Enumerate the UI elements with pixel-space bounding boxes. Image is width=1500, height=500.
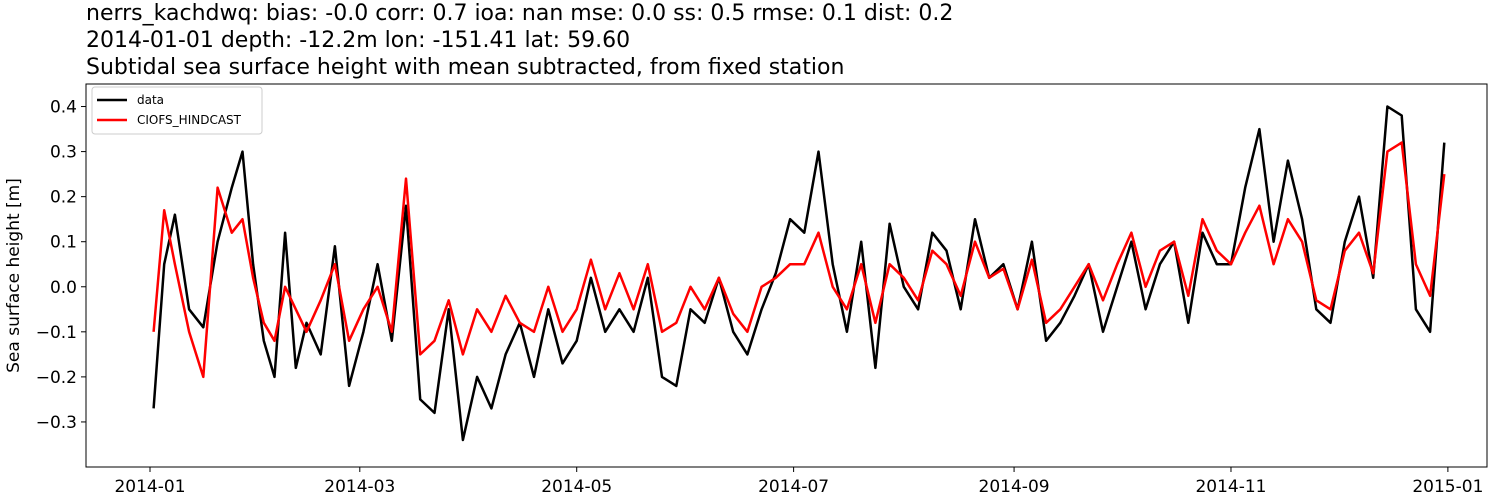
legend: data CIOFS_HINDCAST (91, 86, 263, 135)
x-tick-label: 2015-01 (1412, 477, 1483, 497)
series-line-ciofs-hindcast (152, 141, 1446, 379)
axes-layer: 2014-01 2014-03 2014-05 2014-07 2014-09 2014-… (4, 83, 1488, 497)
stats-title-line: nerrs_kachdwq: bias: -0.0 corr: 0.7 ioa:… (86, 1, 954, 26)
x-tick-label: 2014-07 (758, 477, 829, 497)
y-tick-label: 0.4 (50, 98, 77, 118)
y-tick-label: −0.2 (36, 368, 77, 388)
y-tick-label: 0.1 (50, 233, 77, 253)
y-tick-label: −0.1 (36, 323, 77, 343)
legend-box (91, 86, 263, 135)
plot-frame (85, 83, 1488, 468)
station-info-line: 2014-01-01 depth: -12.2m lon: -151.41 la… (86, 28, 631, 53)
y-tick-label: 0.2 (50, 188, 77, 208)
series-layer (152, 105, 1446, 442)
legend-label: CIOFS_HINDCAST (137, 113, 242, 127)
x-tick-label: 2014-03 (324, 477, 395, 497)
series-line-data (152, 105, 1446, 442)
y-tick-label: 0.0 (50, 278, 77, 298)
x-tick-label: 2014-05 (541, 477, 612, 497)
chart-title-block: nerrs_kachdwq: bias: -0.0 corr: 0.7 ioa:… (86, 0, 1486, 81)
x-tick-label: 2014-11 (1195, 477, 1266, 497)
y-tick-label: 0.3 (50, 143, 77, 163)
x-tick-label: 2014-01 (114, 477, 185, 497)
legend-label: data (137, 93, 164, 107)
y-tick-label: −0.3 (36, 413, 77, 433)
x-tick-label: 2014-09 (979, 477, 1050, 497)
y-axis-label: Sea surface height [m] (4, 178, 24, 373)
chart-title: Subtidal sea surface height with mean su… (86, 55, 845, 80)
